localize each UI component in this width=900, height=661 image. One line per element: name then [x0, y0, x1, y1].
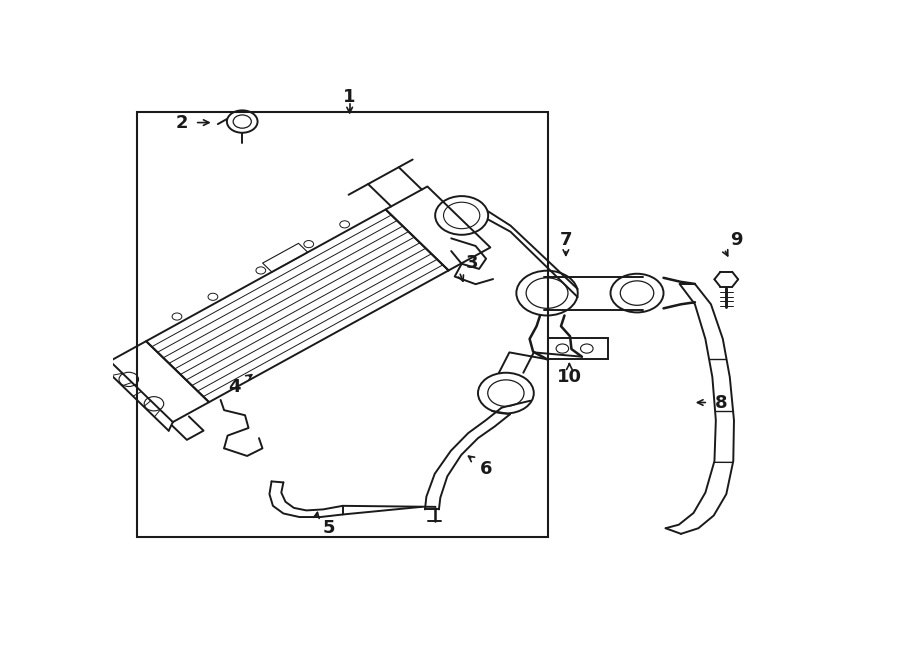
Text: 8: 8 [715, 393, 727, 412]
Text: 5: 5 [322, 520, 335, 537]
Text: 6: 6 [480, 459, 492, 478]
Text: 7: 7 [560, 231, 572, 249]
Bar [548, 338, 608, 360]
Text: 1: 1 [344, 88, 356, 106]
Text: 10: 10 [557, 368, 582, 386]
Text: 3: 3 [465, 254, 478, 272]
Text: 2: 2 [176, 114, 188, 132]
Text: 9: 9 [731, 231, 743, 249]
Text: 4: 4 [229, 378, 241, 396]
Bar [137, 112, 548, 537]
